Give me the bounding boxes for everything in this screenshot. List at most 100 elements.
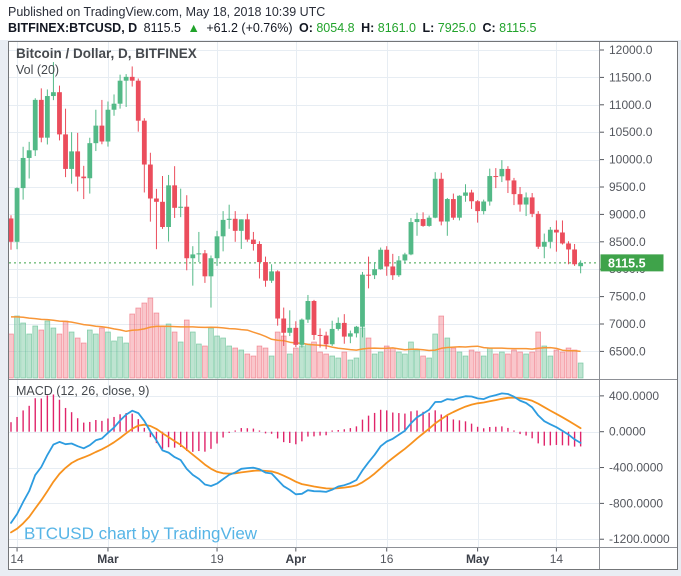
candle-body [232, 218, 238, 231]
tradingview-watermark-link[interactable]: BTCUSD chart by TradingView [24, 524, 258, 543]
macd-indicator-label[interactable]: MACD (12, 26, close, 9) [16, 384, 150, 398]
candle-body [475, 201, 481, 212]
candle-body [408, 222, 414, 255]
volume-bar [402, 353, 408, 379]
time-tick-label-day: 16 [380, 552, 394, 566]
volume-bar [353, 357, 360, 379]
volume-bar [420, 355, 426, 379]
volume-bar [565, 347, 572, 379]
candlestick-series [8, 62, 584, 350]
candle-body [263, 262, 268, 281]
volume-bar [559, 351, 566, 379]
candle-body [117, 80, 123, 104]
volume-bar [105, 331, 111, 379]
open-label: O: [298, 21, 313, 35]
chart-title[interactable]: Bitcoin / Dollar, D, BITFINEX [16, 46, 197, 61]
volume-bar [468, 349, 475, 379]
axis-tick-label: 11500.0 [609, 70, 652, 84]
volume-bar [311, 341, 317, 379]
volume-bar [202, 345, 208, 379]
candle-body [275, 271, 281, 319]
volume-bar [262, 347, 269, 379]
volume-bar [396, 351, 402, 379]
candle-body [578, 262, 584, 267]
volume-bar [541, 345, 548, 379]
axis-tick-label: -1200.0000 [609, 532, 670, 546]
candle-body [450, 199, 456, 218]
axis-tick-label: -800.0000 [609, 496, 663, 510]
candle-body [69, 151, 74, 169]
axis-tick-label: 7000.0 [609, 317, 646, 331]
axis-tick-label: 6500.0 [609, 344, 646, 358]
candle-body [244, 219, 250, 240]
candle-body [172, 185, 178, 208]
time-tick-label-day: 14 [10, 552, 24, 566]
candle-body [299, 319, 305, 345]
time-tick-label-day: 14 [550, 552, 564, 566]
high-value: 8161.0 [377, 21, 416, 35]
candle-body [554, 229, 559, 233]
candle-body [51, 92, 56, 97]
volume-bar [517, 351, 523, 379]
volume-bar [571, 349, 578, 379]
candle-body [269, 271, 274, 281]
candle-body [220, 219, 226, 237]
candle-body [372, 269, 377, 276]
candle-body [257, 243, 262, 263]
macd-line [10, 392, 582, 524]
candle-body [129, 76, 135, 81]
volume-bar [505, 353, 511, 379]
volume-bar [244, 353, 251, 379]
close-label: C: [482, 21, 496, 35]
axis-tick-label: -400.0000 [609, 461, 663, 475]
axis-tick-label: 400.0000 [609, 389, 659, 403]
axis-tick-label: 0.0000 [609, 425, 646, 439]
candle-body [14, 188, 20, 242]
candle-body [190, 254, 196, 259]
candle-body [493, 176, 499, 178]
axis-tick-label: 10000.0 [609, 153, 653, 167]
volume-bar [426, 357, 432, 379]
volume-bar [190, 331, 196, 379]
candle-body [251, 239, 256, 244]
price-axis[interactable]: 12000.0 11500.0 11000.0 10500.0 10000.0 9500.… [600, 43, 670, 546]
low-label: L: [422, 21, 435, 35]
candle-body [184, 206, 190, 259]
candle-body [20, 157, 26, 189]
candle-body [323, 335, 329, 345]
candle-body [547, 229, 553, 242]
volume-bar [208, 327, 214, 379]
candle-body [469, 192, 474, 202]
candle-body [329, 328, 335, 345]
candle-body [135, 80, 141, 121]
volume-bar [232, 347, 238, 379]
volume-indicator-label[interactable]: Vol (20) [16, 63, 60, 77]
candle-body [305, 300, 311, 320]
candle-body [44, 96, 50, 138]
candle-body [202, 253, 208, 277]
volume-bar [486, 347, 493, 379]
volume-bar [250, 355, 257, 379]
candle-body [426, 217, 432, 226]
candle-body [481, 201, 487, 212]
volume-bar [80, 342, 87, 379]
volume-bar [456, 351, 463, 379]
time-axis[interactable]: 14 Mar 19 Apr 16 May 14 [10, 548, 563, 566]
volume-bar [371, 353, 378, 379]
chart-background [8, 41, 678, 570]
quote-last-price: 8115.5 [143, 21, 181, 35]
candle-body [517, 194, 523, 205]
candle-body [281, 318, 287, 333]
close-value: 8115.5 [499, 21, 537, 35]
candle-body [347, 333, 353, 337]
candle-body [154, 198, 159, 202]
candle-body [529, 197, 535, 214]
time-tick-label-month: May [466, 552, 490, 566]
volume-bar [20, 322, 26, 379]
high-label: H: [361, 21, 375, 35]
volume-bar [183, 319, 190, 379]
volume-bar [50, 327, 57, 379]
candle-body [317, 334, 323, 336]
candle-body [360, 274, 365, 327]
